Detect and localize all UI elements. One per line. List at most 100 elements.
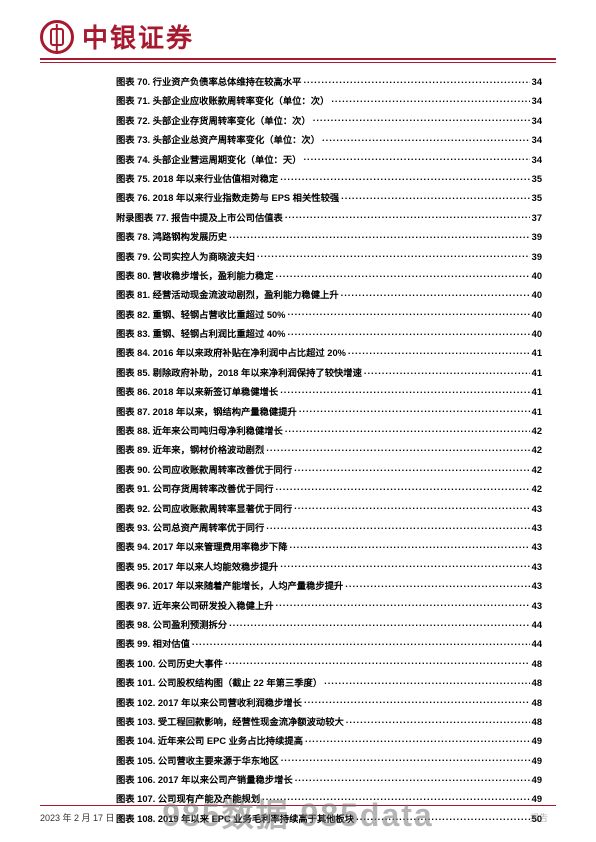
toc-leader-dots: [341, 289, 530, 298]
toc-row: 图表 99. 相对估值44: [116, 638, 542, 649]
toc-leader-dots: [313, 115, 530, 124]
toc-row: 图表 92. 公司应收账款周转率显著优于同行 43: [116, 503, 542, 514]
toc-leader-dots: [257, 251, 530, 260]
toc-leader-dots: [276, 600, 530, 609]
toc-page: 48: [532, 660, 542, 669]
toc-label: 图表 81. 经营活动现金流波动剧烈，盈利能力稳健上升: [116, 291, 339, 300]
toc-label: 图表 73. 头部企业总资产周转率变化（单位：次）: [116, 136, 320, 145]
toc-page: 43: [532, 582, 542, 591]
toc-label: 图表 83. 重钢、轻钢占利润比重超过 40%: [116, 330, 285, 339]
header-rule-thin: [40, 62, 556, 63]
toc-row: 图表 79. 公司实控人为商晓波夫妇39: [116, 251, 542, 262]
toc-row: 图表 100. 公司历史大事件48: [116, 658, 542, 669]
toc-label: 图表 105. 公司营收主要来源于华东地区: [116, 757, 279, 766]
bank-logo-icon: [40, 20, 74, 54]
header-rule-thick: [40, 58, 556, 60]
toc-page: 35: [532, 175, 542, 184]
toc-leader-dots: [287, 328, 529, 337]
toc-label: 图表 97. 近年来公司研发投入稳健上升: [116, 602, 274, 611]
toc-leader-dots: [285, 212, 530, 221]
toc-leader-dots: [225, 658, 530, 667]
toc-label: 图表 87. 2018 年以来，钢结构产量稳健提升: [116, 408, 297, 417]
toc-leader-dots: [280, 386, 529, 395]
toc-leader-dots: [331, 95, 529, 104]
toc-page: 43: [532, 524, 542, 533]
toc-row: 图表 90. 公司应收账款周转率改善优于同行42: [116, 464, 542, 475]
toc-leader-dots: [295, 774, 530, 783]
table-of-contents: 图表 70. 行业资产负债率总体维持在较高水平34图表 71. 头部企业应收账款…: [116, 76, 542, 832]
toc-row: 图表 72. 头部企业存货周转率变化（单位：次） 34: [116, 115, 542, 126]
toc-label: 附录图表 77. 报告中提及上市公司估值表: [116, 214, 283, 223]
toc-leader-dots: [303, 76, 529, 85]
toc-leader-dots: [303, 154, 529, 163]
toc-row: 图表 71. 头部企业应收账款周转率变化（单位：次） 34: [116, 95, 542, 106]
brand-name: 中银证券: [82, 18, 194, 55]
toc-label: 图表 92. 公司应收账款周转率显著优于同行: [116, 505, 292, 514]
toc-label: 图表 74. 头部企业营运周期变化（单位：天）: [116, 156, 301, 165]
toc-label: 图表 88. 近年来公司吨归母净利稳健增长: [116, 427, 283, 436]
toc-page: 37: [532, 214, 542, 223]
toc-page: 42: [532, 485, 542, 494]
toc-page: 34: [532, 97, 542, 106]
toc-leader-dots: [192, 638, 530, 647]
toc-page: 43: [532, 563, 542, 572]
toc-leader-dots: [266, 522, 529, 531]
toc-page: 42: [532, 446, 542, 455]
toc-leader-dots: [304, 697, 530, 706]
toc-row: 图表 96. 2017 年以来随着产能增长，人均产量稳步提升 43: [116, 580, 542, 591]
toc-page: 48: [532, 699, 542, 708]
toc-row: 图表 76. 2018 年以来行业指数走势与 EPS 相关性较强35: [116, 192, 542, 203]
toc-label: 图表 72. 头部企业存货周转率变化（单位：次）: [116, 117, 311, 126]
toc-label: 图表 101. 公司股权结构图（截止 22 年第三季度）: [116, 679, 322, 688]
toc-leader-dots: [287, 309, 529, 318]
toc-leader-dots: [341, 192, 529, 201]
toc-page: 41: [532, 388, 542, 397]
toc-leader-dots: [276, 270, 530, 279]
toc-page: 41: [532, 408, 542, 417]
toc-page: 34: [532, 117, 542, 126]
toc-label: 图表 96. 2017 年以来随着产能增长，人均产量稳步提升: [116, 582, 343, 591]
toc-page: 43: [532, 505, 542, 514]
toc-row: 图表 83. 重钢、轻钢占利润比重超过 40%40: [116, 328, 542, 339]
toc-label: 图表 75. 2018 年以来行业估值相对稳定: [116, 175, 278, 184]
toc-row: 图表 95. 2017 年以来人均能效稳步提升43: [116, 561, 542, 572]
toc-leader-dots: [281, 755, 530, 764]
toc-page: 34: [532, 136, 542, 145]
toc-label: 图表 78. 鸿路钢构发展历史: [116, 233, 227, 242]
toc-label: 图表 94. 2017 年以来管理费用率稳步下降: [116, 543, 288, 552]
toc-leader-dots: [364, 367, 530, 376]
toc-label: 图表 98. 公司盈利预测拆分: [116, 621, 227, 630]
toc-leader-dots: [294, 503, 530, 512]
toc-label: 图表 85. 剔除政府补助，2018 年以来净利润保持了较快增速: [116, 369, 362, 378]
toc-row: 图表 73. 头部企业总资产周转率变化（单位：次） 34: [116, 134, 542, 145]
toc-page: 49: [532, 737, 542, 746]
toc-leader-dots: [324, 677, 530, 686]
toc-row: 图表 105. 公司营收主要来源于华东地区49: [116, 755, 542, 766]
toc-page: 44: [532, 640, 542, 649]
toc-page: 39: [532, 253, 542, 262]
toc-row: 附录图表 77. 报告中提及上市公司估值表 37: [116, 212, 542, 223]
toc-page: 43: [532, 602, 542, 611]
toc-row: 图表 78. 鸿路钢构发展历史 39: [116, 231, 542, 242]
toc-row: 图表 98. 公司盈利预测拆分 44: [116, 619, 542, 630]
toc-leader-dots: [229, 619, 530, 628]
toc-label: 图表 104. 近年来公司 EPC 业务占比持续提高: [116, 737, 303, 746]
toc-page: 44: [532, 621, 542, 630]
toc-page: 42: [532, 427, 542, 436]
toc-page: 41: [532, 349, 542, 358]
toc-leader-dots: [229, 231, 530, 240]
toc-page: 39: [532, 233, 542, 242]
toc-row: 图表 106. 2017 年以来公司产销量稳步增长49: [116, 774, 542, 785]
toc-page: 49: [532, 795, 542, 804]
toc-label: 图表 82. 重钢、轻钢占营收比重超过 50%: [116, 311, 285, 320]
toc-leader-dots: [305, 735, 530, 744]
toc-row: 图表 81. 经营活动现金流波动剧烈，盈利能力稳健上升 40: [116, 289, 542, 300]
toc-page: 40: [532, 291, 542, 300]
toc-row: 图表 87. 2018 年以来，钢结构产量稳健提升 41: [116, 406, 542, 417]
toc-label: 图表 71. 头部企业应收账款周转率变化（单位：次）: [116, 97, 329, 106]
toc-label: 图表 76. 2018 年以来行业指数走势与 EPS 相关性较强: [116, 194, 339, 203]
toc-row: 图表 86. 2018 年以来新签订单稳健增长41: [116, 386, 542, 397]
toc-row: 图表 89. 近年来，钢材价格波动剧烈42: [116, 444, 542, 455]
toc-row: 图表 75. 2018 年以来行业估值相对稳定 35: [116, 173, 542, 184]
toc-leader-dots: [345, 580, 529, 589]
